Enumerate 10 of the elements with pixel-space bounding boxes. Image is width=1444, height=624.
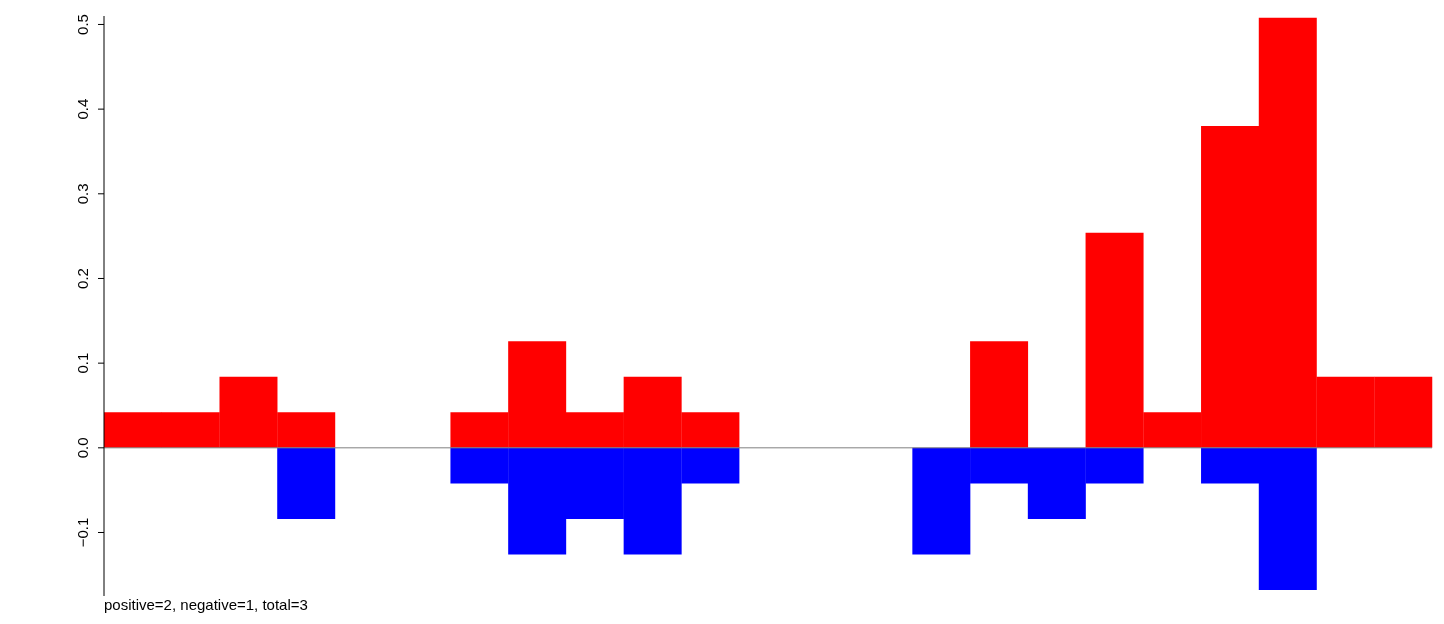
y-tick-label: 0.3	[74, 183, 91, 205]
y-tick-label: 0.5	[74, 14, 91, 35]
bar	[277, 447, 336, 519]
y-tick-label: 0.1	[74, 352, 91, 374]
text: positive=2, negative=1, total=3	[103, 596, 309, 613]
bar	[970, 341, 1029, 448]
y-tick-label: 0.2	[74, 268, 91, 289]
y-tick-label: 0.4	[74, 98, 91, 120]
y-tick-label: 0.0	[74, 437, 91, 459]
y-tick-label: −0.1	[74, 517, 91, 548]
